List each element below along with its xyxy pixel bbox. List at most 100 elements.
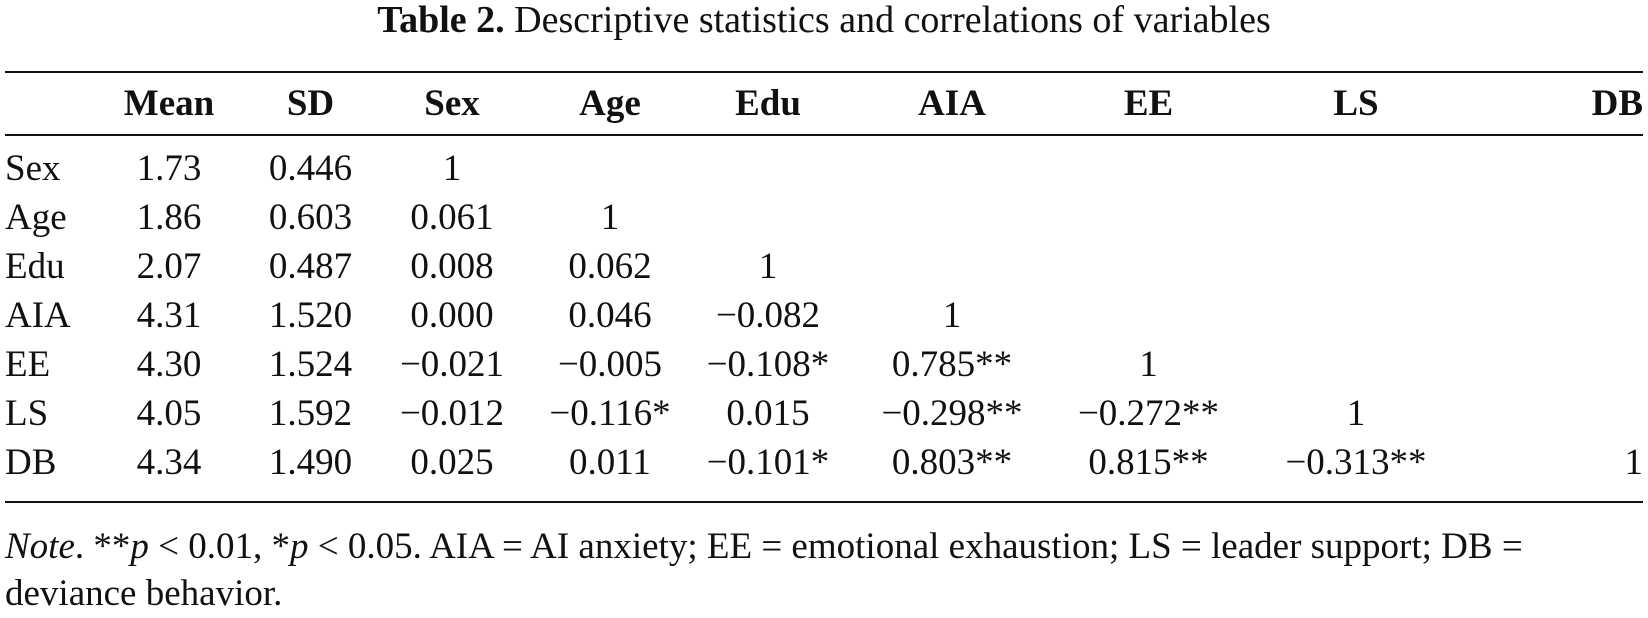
cell-ee bbox=[1057, 193, 1240, 242]
cell-sd: 1.524 bbox=[268, 344, 353, 385]
cell-ee: −0.272** bbox=[1077, 393, 1220, 434]
table-row: DB 4.34 1.490 0.025 0.011 −0.101* 0.803*… bbox=[5, 438, 1643, 487]
column-header bbox=[5, 75, 90, 133]
cell-sex: −0.021 bbox=[399, 344, 505, 385]
note-sig-a-rest: < 0.01, bbox=[148, 526, 272, 567]
cell-age: 1 bbox=[600, 197, 620, 238]
cell-ls bbox=[1240, 193, 1472, 242]
cell-sd: 1.520 bbox=[268, 295, 353, 336]
column-header-mean: Mean bbox=[123, 83, 215, 124]
table-row: Edu 2.07 0.487 0.008 0.062 1 bbox=[5, 242, 1643, 291]
cell-ls bbox=[1240, 242, 1472, 291]
column-header-age: Age bbox=[579, 83, 641, 124]
column-header-ee: EE bbox=[1123, 83, 1174, 124]
cell-aia: 1 bbox=[942, 295, 962, 336]
cell-aia: 0.785** bbox=[891, 344, 1013, 385]
table-label: Table 2. bbox=[377, 0, 505, 41]
table-row: Sex 1.73 0.446 1 bbox=[5, 133, 1643, 193]
row-label: AIA bbox=[5, 295, 71, 336]
table-caption: Descriptive statistics and correlations … bbox=[514, 0, 1271, 41]
cell-edu bbox=[689, 193, 847, 242]
cell-ls bbox=[1240, 291, 1472, 340]
table-row: LS 4.05 1.592 −0.012 −0.116* 0.015 −0.29… bbox=[5, 389, 1643, 438]
cell-mean: 4.05 bbox=[136, 393, 202, 434]
cell-mean: 1.73 bbox=[136, 148, 202, 189]
row-label: LS bbox=[5, 393, 49, 434]
table-row: AIA 4.31 1.520 0.000 0.046 −0.082 1 bbox=[5, 291, 1643, 340]
cell-sd: 0.487 bbox=[268, 246, 353, 287]
note-sig-b-rest: < 0.05. AIA = AI anxiety; EE = emotional… bbox=[5, 526, 1523, 614]
cell-edu: −0.108* bbox=[706, 344, 830, 385]
cell-sd: 1.490 bbox=[268, 442, 353, 483]
cell-db bbox=[1472, 193, 1643, 242]
cell-ls: −0.313** bbox=[1285, 442, 1427, 483]
cell-edu: −0.101* bbox=[706, 442, 830, 483]
cell-age: 0.046 bbox=[568, 295, 652, 336]
cell-db bbox=[1472, 389, 1643, 438]
cell-sex: 0.025 bbox=[410, 442, 494, 483]
cell-aia bbox=[847, 242, 1057, 291]
cell-age: −0.005 bbox=[557, 344, 663, 385]
table-row: Age 1.86 0.603 0.061 1 bbox=[5, 193, 1643, 242]
column-header-db: DB bbox=[1591, 83, 1643, 124]
cell-aia bbox=[847, 133, 1057, 193]
cell-sex: −0.012 bbox=[399, 393, 505, 434]
cell-age bbox=[531, 133, 689, 193]
row-label: Edu bbox=[5, 246, 65, 287]
cell-edu: 1 bbox=[758, 246, 778, 287]
cell-sex: 0.061 bbox=[410, 197, 494, 238]
top-rule bbox=[5, 71, 1643, 73]
cell-sex: 1 bbox=[442, 148, 462, 189]
note-sig-a-var: p bbox=[130, 526, 149, 567]
table-note: Note. **p < 0.01, *p < 0.05. AIA = AI an… bbox=[5, 526, 1523, 614]
cell-ls: 1 bbox=[1346, 393, 1366, 434]
cell-mean: 1.86 bbox=[136, 197, 202, 238]
cell-mean: 4.31 bbox=[136, 295, 202, 336]
cell-sex: 0.000 bbox=[410, 295, 494, 336]
cell-db bbox=[1472, 340, 1643, 389]
cell-db bbox=[1472, 242, 1643, 291]
cell-db: 1 bbox=[1624, 442, 1644, 483]
cell-ls bbox=[1240, 340, 1472, 389]
cell-sd: 0.603 bbox=[268, 197, 353, 238]
cell-db bbox=[1472, 133, 1643, 193]
row-label: Age bbox=[5, 197, 67, 238]
column-header-ls: LS bbox=[1333, 83, 1379, 124]
note-sig-b-prefix: * bbox=[271, 526, 291, 567]
note-sig-b-var: p bbox=[290, 526, 309, 567]
cell-ee bbox=[1057, 133, 1240, 193]
row-label: DB bbox=[5, 442, 57, 483]
cell-ls bbox=[1240, 133, 1472, 193]
cell-mean: 2.07 bbox=[136, 246, 202, 287]
cell-ee bbox=[1057, 291, 1240, 340]
cell-aia bbox=[847, 193, 1057, 242]
header-rule bbox=[5, 134, 1643, 136]
cell-aia: −0.298** bbox=[881, 393, 1023, 434]
cell-edu: −0.082 bbox=[715, 295, 821, 336]
cell-aia: 0.803** bbox=[891, 442, 1013, 483]
bottom-rule bbox=[5, 501, 1643, 503]
table-title: Table 2. Descriptive statistics and corr… bbox=[0, 0, 1648, 40]
row-label: EE bbox=[5, 344, 51, 385]
cell-sd: 0.446 bbox=[268, 148, 353, 189]
column-header-edu: Edu bbox=[735, 83, 801, 124]
cell-age: 0.011 bbox=[569, 442, 651, 483]
statistics-table: Mean SD Sex Age Edu AIA EE LS DB Sex 1.7… bbox=[5, 75, 1643, 487]
cell-ee: 0.815** bbox=[1088, 442, 1209, 483]
row-label: Sex bbox=[5, 148, 61, 189]
cell-edu bbox=[689, 133, 847, 193]
cell-mean: 4.30 bbox=[136, 344, 202, 385]
note-sig-a-prefix: ** bbox=[93, 526, 131, 567]
header-row: Mean SD Sex Age Edu AIA EE LS DB bbox=[5, 75, 1643, 133]
cell-age: −0.116* bbox=[549, 393, 671, 434]
column-header-sd: SD bbox=[286, 83, 335, 124]
cell-sd: 1.592 bbox=[268, 393, 353, 434]
table-row: EE 4.30 1.524 −0.021 −0.005 −0.108* 0.78… bbox=[5, 340, 1643, 389]
cell-ee bbox=[1057, 242, 1240, 291]
cell-mean: 4.34 bbox=[136, 442, 202, 483]
cell-age: 0.062 bbox=[568, 246, 652, 287]
cell-ee: 1 bbox=[1139, 344, 1158, 385]
cell-db bbox=[1472, 291, 1643, 340]
note-label: Note bbox=[5, 526, 75, 567]
cell-sex: 0.008 bbox=[410, 246, 494, 287]
